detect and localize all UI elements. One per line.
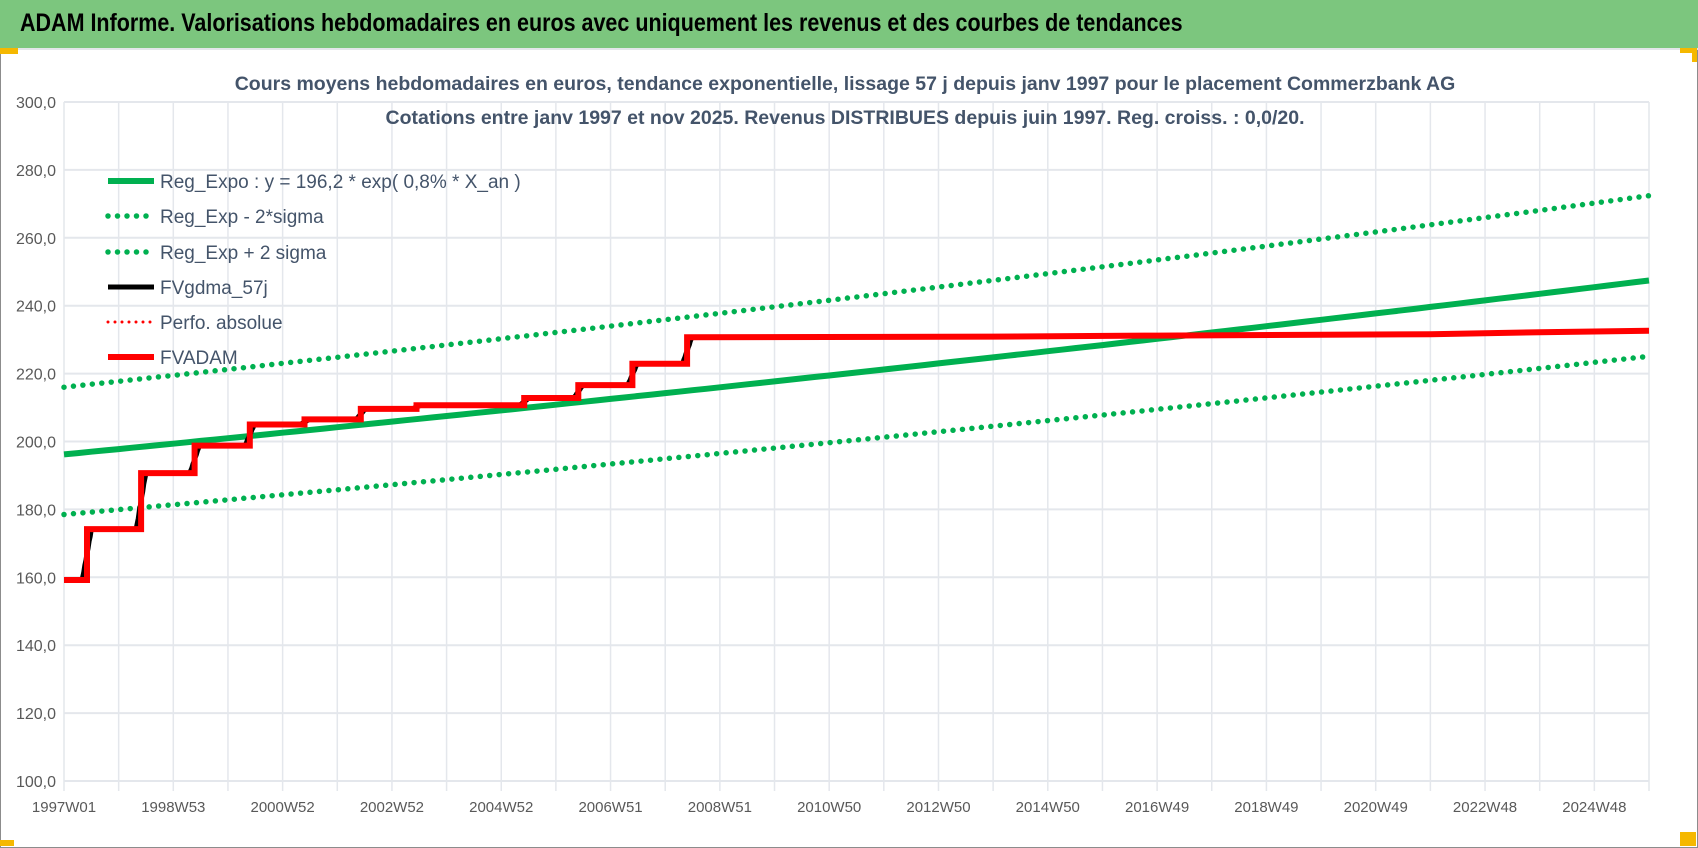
legend-label: Reg_Exp + 2 sigma [160,243,327,264]
x-tick-label: 2014W50 [1016,799,1080,816]
selection-handle[interactable] [1680,48,1696,53]
y-tick-label: 100,0 [16,774,56,791]
series-reg-exp-line [61,353,1652,518]
x-tick-label: 2006W51 [578,799,642,816]
gridlines [63,101,1650,791]
x-tick-label: 1998W53 [141,799,205,816]
y-tick-label: 200,0 [16,435,56,452]
y-tick-label: 160,0 [16,570,56,587]
y-tick-label: 140,0 [16,638,56,655]
chart-title-line-2: Cotations entre janv 1997 et nov 2025. R… [386,107,1305,129]
x-tick-label: 2008W51 [688,799,752,816]
x-tick-label: 2012W50 [906,799,970,816]
series-reg-expo-line [63,277,1650,458]
series-fvadam-line [64,327,1650,583]
legend-label: FVADAM [160,348,238,369]
x-tick-label: 2000W52 [251,799,315,816]
y-tick-label: 180,0 [16,502,56,519]
selection-handle[interactable] [1692,48,1697,62]
x-tick-label: 2004W52 [469,799,533,816]
x-tick-label: 2022W48 [1453,799,1517,816]
x-tick-label: 1997W01 [32,799,96,816]
series-reg-exp-line [61,192,1652,390]
series-layer [61,192,1652,583]
selection-handle[interactable] [1680,832,1696,846]
x-tick-label: 2018W49 [1234,799,1298,816]
x-tick-label: 2016W49 [1125,799,1189,816]
y-tick-label: 120,0 [16,706,56,723]
selection-handle[interactable] [0,840,14,846]
legend: Reg_Expo : y = 196,2 * exp( 0,8% * X_an … [105,172,521,369]
y-tick-label: 300,0 [16,95,56,112]
x-tick-label: 2010W50 [797,799,861,816]
window-title: ADAM Informe. Valorisations hebdomadaire… [20,9,1183,37]
axes: 100,0 120,0 140,0 160,0 180,0 200,0 220,0 240,0… [16,95,1627,816]
legend-label: Reg_Exp - 2*sigma [160,207,324,228]
y-tick-label: 240,0 [16,299,56,316]
y-tick-label: 220,0 [16,367,56,384]
x-tick-label: 2020W49 [1344,799,1408,816]
legend-label: Reg_Expo : y = 196,2 * exp( 0,8% * X_an … [160,172,521,193]
y-tick-label: 260,0 [16,231,56,248]
legend-label: Perfo. absolue [160,313,283,334]
chart-title-line-1: Cours moyens hebdomadaires en euros, ten… [235,73,1456,95]
y-tick-label: 280,0 [16,163,56,180]
selection-handle[interactable] [0,48,18,54]
x-tick-label: 2024W48 [1562,799,1626,816]
legend-label: FVgdma_57j [160,278,268,299]
title-bar: ADAM Informe. Valorisations hebdomadaire… [0,0,1698,50]
x-tick-label: 2002W52 [360,799,424,816]
